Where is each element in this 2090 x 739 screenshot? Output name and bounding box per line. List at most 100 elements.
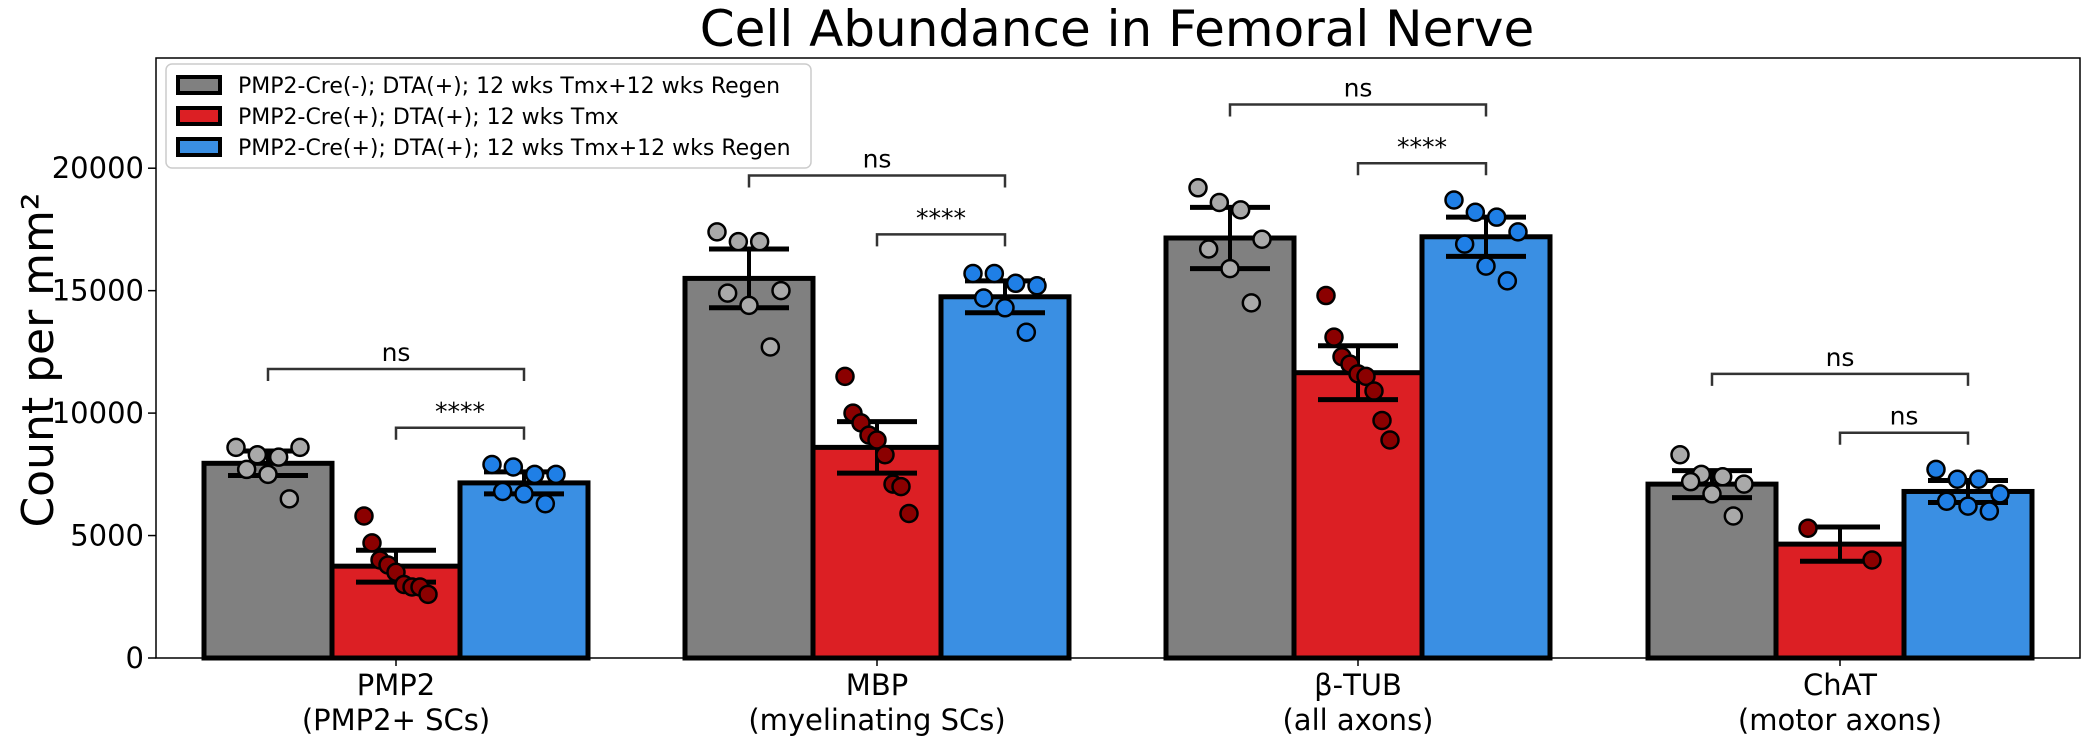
plot-frame [155,57,2081,659]
data-point-s0-g2-4 [1198,239,1219,259]
data-point-s0-g1-4 [717,283,738,303]
data-point-s1-g0-8 [418,584,438,605]
significance-label-6: ns [1826,343,1855,372]
legend: PMP2-Cre(-); DTA(+); 12 wks Tmx+12 wks R… [165,63,812,169]
data-point-s1-g1-7 [891,476,911,497]
data-point-s1-g3-1 [1862,550,1882,570]
data-point-s0-g0-2 [268,447,289,467]
data-point-s0-g0-0 [226,437,246,458]
data-point-s2-g3-4 [1936,491,1957,512]
data-point-s0-g1-2 [749,231,770,252]
bar-s0-g0 [201,460,335,661]
significance-label-2: ns [863,145,892,174]
data-point-s0-g2-5 [1220,258,1240,279]
legend-swatch-0 [176,75,222,95]
data-point-s2-g3-1 [1947,469,1968,489]
legend-swatch-1 [176,106,222,126]
significance-bracket-3 [875,233,1007,247]
data-point-s0-g1-1 [728,231,749,252]
x-tick-sublabel-3: (motor axons) [1738,703,1942,737]
bar-s2-g0 [457,480,591,661]
data-point-s2-g0-4 [492,481,513,502]
data-point-s1-g1-8 [899,503,919,524]
data-point-s0-g3-2 [1712,467,1733,487]
data-point-s1-g2-7 [1372,410,1392,431]
significance-label-0: ns [382,338,411,367]
significance-bracket-2 [747,174,1007,188]
x-tick-label-3: ChAT [1803,668,1877,702]
data-point-s2-g2-6 [1497,271,1518,291]
data-point-s2-g1-5 [995,298,1015,318]
bar-s1-g1 [810,444,944,661]
x-tick-label-0: PMP2 [357,668,435,702]
data-point-s2-g3-5 [1958,496,1978,516]
data-point-s0-g1-6 [760,337,781,357]
bar-s2-g2 [1419,234,1553,661]
bar-s2-g3 [1901,488,2035,661]
legend-swatch-2 [176,137,222,157]
data-point-s0-g2-6 [1241,293,1262,313]
legend-label-1: PMP2-Cre(+); DTA(+); 12 wks Tmx [238,105,619,130]
legend-label-2: PMP2-Cre(+); DTA(+); 12 wks Tmx+12 wks R… [238,136,791,161]
data-point-s1-g2-0 [1316,285,1336,306]
data-point-s2-g2-1 [1465,202,1486,223]
x-tick-sublabel-2: (all axons) [1282,703,1433,737]
data-point-s0-g2-2 [1230,200,1251,220]
data-point-s2-g0-0 [482,454,502,475]
legend-label-0: PMP2-Cre(-); DTA(+); 12 wks Tmx+12 wks R… [238,74,780,99]
y-tick-label-3: 15000 [52,274,144,308]
data-point-s0-g0-1 [247,444,268,465]
data-point-s0-g1-5 [739,295,759,316]
data-point-s0-g3-5 [1702,484,1722,504]
data-point-s2-g0-2 [524,464,545,485]
data-point-s2-g1-2 [1005,273,1026,294]
data-point-s2-g0-1 [503,457,524,477]
data-point-s2-g0-5 [514,484,534,504]
data-point-s2-g2-5 [1476,256,1496,276]
significance-label-3: **** [916,203,966,232]
bar-s0-g1 [682,275,816,661]
x-tick-label-2: β-TUB [1314,668,1402,702]
significance-bracket-0 [266,367,526,382]
data-point-s2-g3-0 [1926,459,1946,480]
data-point-s2-g2-0 [1444,190,1464,210]
data-point-s2-g3-6 [1979,501,2000,521]
data-point-s0-g0-4 [236,459,257,480]
chart-title: Cell Abundance in Femoral Nerve [700,0,1535,58]
x-tick-label-1: MBP [846,668,908,702]
significance-bracket-4 [1228,103,1488,117]
data-point-s2-g1-1 [984,263,1005,284]
data-point-s0-g0-5 [258,464,278,485]
significance-bracket-1 [394,426,526,440]
data-point-s0-g3-4 [1680,471,1701,492]
data-point-s2-g0-3 [546,464,566,485]
significance-bracket-5 [1356,162,1488,176]
bar-s1-g2 [1291,370,1425,661]
y-tick-label-4: 20000 [52,151,144,185]
legend-frame [165,63,812,169]
data-point-s1-g2-8 [1380,430,1400,450]
significance-bracket-7 [1838,431,1970,445]
data-point-s1-g2-1 [1324,327,1344,347]
data-point-s2-g2-3 [1508,222,1528,242]
significance-label-4: ns [1344,74,1373,103]
data-point-s1-g3-0 [1798,518,1818,538]
data-point-s0-g0-3 [290,437,310,458]
significance-label-1: **** [435,397,485,426]
data-point-s2-g1-3 [1027,276,1047,296]
data-point-s1-g2-5 [1356,366,1376,387]
data-point-s0-g1-0 [707,222,727,242]
y-tick-label-1: 5000 [70,519,144,553]
data-point-s0-g2-0 [1188,178,1208,198]
data-point-s1-g0-0 [354,506,374,526]
data-point-s0-g0-6 [279,489,300,509]
x-tick-sublabel-1: (myelinating SCs) [748,703,1005,737]
bar-s0-g2 [1163,235,1297,661]
significance-bracket-6 [1710,372,1970,386]
data-point-s1-g1-0 [835,366,855,387]
y-axis-label: Count per mm² [13,192,64,527]
data-point-s2-g0-6 [535,493,556,514]
y-tick-label-2: 10000 [52,396,144,430]
data-point-s2-g2-2 [1486,207,1507,227]
